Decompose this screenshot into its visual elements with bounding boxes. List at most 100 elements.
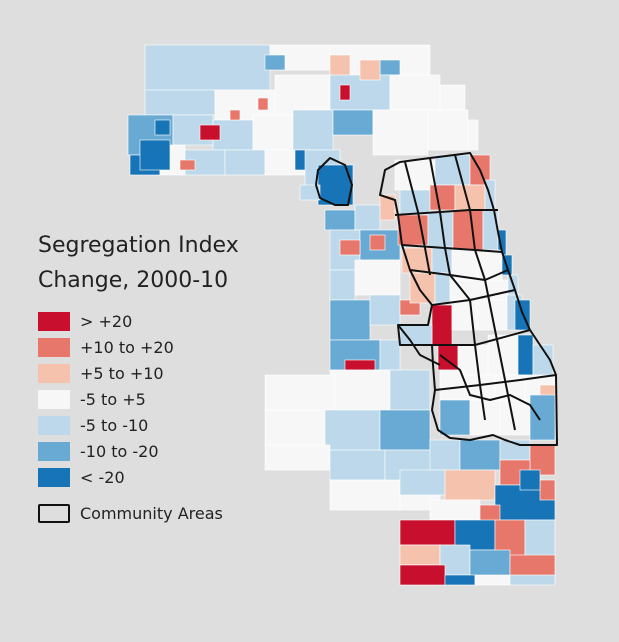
census-tract — [517, 334, 534, 376]
census-tract — [252, 114, 294, 151]
census-tract — [224, 149, 266, 176]
census-tract — [454, 519, 496, 551]
census-tract — [369, 234, 386, 251]
census-tract — [339, 84, 351, 101]
census-tract — [344, 359, 376, 371]
community-areas-layer — [315, 152, 558, 446]
census-tract — [264, 409, 326, 446]
census-tract — [399, 519, 456, 546]
census-tract — [329, 269, 356, 301]
census-tract — [154, 119, 171, 136]
census-tract — [264, 374, 336, 411]
census-tract — [339, 239, 361, 256]
census-tract — [444, 469, 496, 501]
legend-label: -5 to +5 — [80, 389, 146, 409]
census-tract — [354, 259, 401, 296]
census-tract — [329, 449, 386, 481]
census-tract — [399, 544, 441, 566]
census-tract — [439, 369, 466, 401]
legend-title-line2: Change, 2000-10 — [38, 268, 229, 293]
legend-label: < -20 — [80, 467, 125, 487]
census-tract — [354, 204, 381, 231]
community-area-outline-v2 — [454, 154, 516, 431]
community-area-outline-south — [439, 354, 541, 421]
census-tract — [434, 154, 471, 186]
legend-item-plus5-to-plus10: +5 to +10 — [38, 363, 164, 383]
census-tract — [519, 469, 541, 491]
community-area-outline-mid2 — [401, 244, 503, 253]
legend-label: -5 to -10 — [80, 415, 149, 435]
census-tract — [264, 54, 286, 71]
census-tract — [427, 109, 469, 151]
legend-label: > +20 — [80, 311, 133, 331]
census-tract — [379, 59, 401, 76]
community-area-outline-v1 — [429, 157, 486, 421]
census-tract — [389, 74, 441, 111]
census-tract — [452, 209, 484, 251]
census-tract — [379, 339, 401, 371]
census-tract — [439, 399, 471, 436]
census-tract — [394, 159, 436, 191]
legend-swatch — [38, 467, 70, 487]
legend-swatch — [38, 415, 70, 435]
legend-label: -10 to -20 — [80, 441, 159, 461]
census-tract — [444, 574, 476, 586]
census-tract — [332, 109, 374, 136]
legend-item-minus5-to-plus5: -5 to +5 — [38, 389, 146, 409]
legend-swatch — [38, 441, 70, 461]
census-tract — [379, 409, 431, 451]
census-tract — [467, 119, 479, 151]
census-tract — [144, 89, 216, 116]
census-tract — [324, 409, 381, 451]
census-tract — [539, 479, 556, 501]
legend-label: +5 to +10 — [80, 363, 164, 383]
community-area-outline-v3 — [404, 161, 431, 276]
census-tract — [324, 209, 356, 231]
census-tract — [329, 369, 391, 411]
legend-item-gt-plus20: > +20 — [38, 311, 132, 331]
community-area-outline-mid6 — [434, 374, 557, 391]
census-tract — [459, 439, 501, 471]
legend-swatch — [38, 389, 70, 409]
census-tract — [292, 109, 334, 151]
census-tract — [429, 439, 461, 471]
legend-swatch — [38, 337, 70, 357]
census-tract — [434, 272, 451, 304]
census-tract — [431, 304, 453, 346]
legend-swatch — [38, 311, 70, 331]
census-tract — [399, 564, 446, 586]
census-tract — [257, 97, 269, 111]
census-tract — [429, 184, 456, 211]
census-tract — [509, 574, 556, 586]
census-tract — [529, 394, 556, 441]
census-tract — [379, 194, 396, 221]
census-tract — [139, 139, 171, 171]
legend-title-line1: Segregation Index — [38, 233, 239, 258]
census-tract — [399, 469, 446, 496]
census-tract — [144, 44, 271, 91]
census-tract — [299, 184, 321, 201]
legend-swatch — [38, 363, 70, 383]
legend-item-minus10-to-minus20: -10 to -20 — [38, 441, 159, 461]
census-tract — [229, 109, 241, 121]
community-area-outline-ohare — [315, 157, 353, 206]
legend-item-community-areas: Community Areas — [38, 503, 223, 523]
community-area-outline-west — [397, 324, 441, 366]
census-tract — [389, 369, 431, 411]
census-tract — [359, 59, 381, 81]
legend-label: Community Areas — [80, 503, 223, 523]
census-tract — [329, 299, 371, 341]
census-tract — [199, 124, 221, 141]
legend-label: +10 to +20 — [80, 337, 174, 357]
census-tract — [372, 109, 429, 156]
census-tract — [474, 574, 511, 586]
census-tract — [274, 74, 331, 116]
census-tract — [329, 479, 401, 511]
legend-outline-swatch — [38, 503, 70, 523]
census-tract — [264, 444, 331, 471]
census-tract — [524, 519, 556, 561]
legend-item-minus5-to-minus10: -5 to -10 — [38, 415, 148, 435]
community-area-outline-north — [379, 152, 558, 446]
legend-item-plus10-to-plus20: +10 to +20 — [38, 337, 174, 357]
